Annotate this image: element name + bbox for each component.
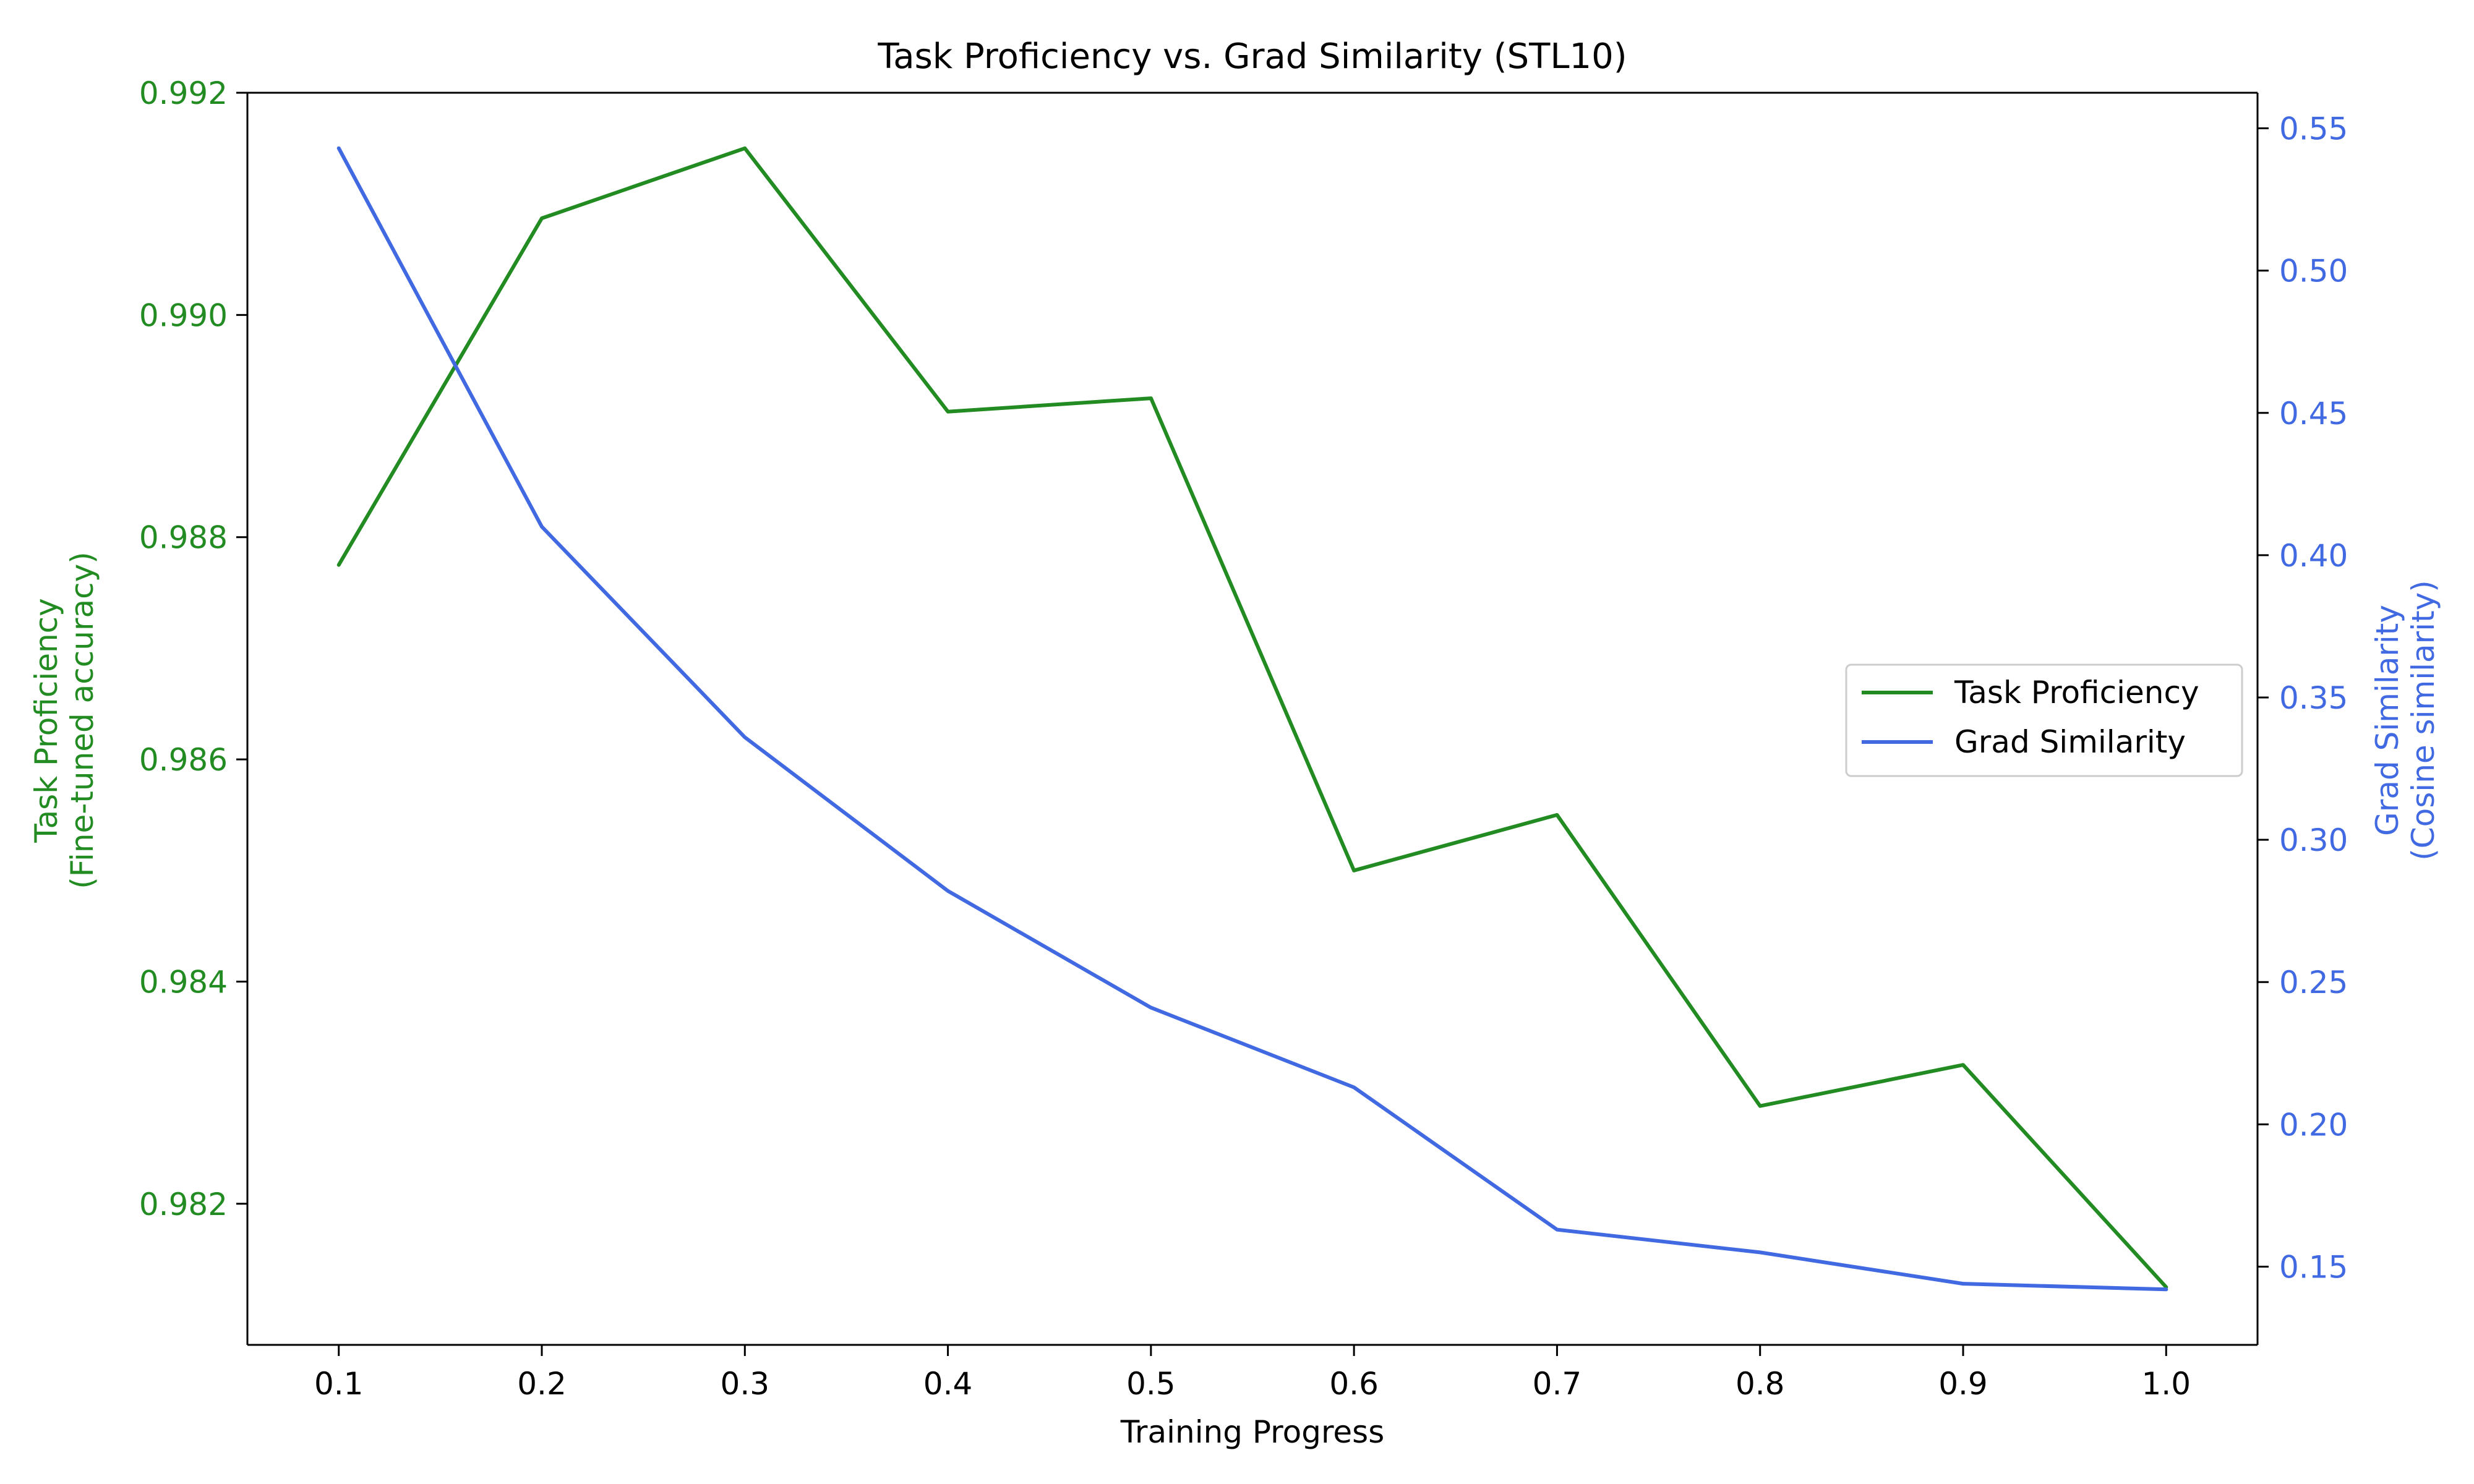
left-y-tick-label: 0.990	[139, 297, 228, 333]
left-y-tick-label: 0.984	[139, 964, 228, 1000]
y-axis-label-right-line2: (Cosine similarity)	[2405, 580, 2441, 861]
right-y-tick-label: 0.55	[2279, 111, 2348, 147]
x-tick-label: 0.9	[1938, 1366, 1988, 1402]
axes-frame	[246, 92, 2259, 1346]
chart-title: Task Proficiency vs. Grad Similarity (ST…	[877, 36, 1627, 77]
y-axis-label-right-line1: Grad Similarity	[2369, 605, 2405, 836]
left-y-tick-label: 0.988	[139, 520, 228, 556]
y-axis-label-left-line1: Task Proficiency	[28, 598, 64, 843]
right-y-tick-label: 0.25	[2279, 965, 2348, 1000]
x-tick-label: 0.4	[923, 1366, 973, 1402]
legend-box	[1845, 663, 2243, 777]
x-tick-label: 0.1	[314, 1366, 364, 1402]
x-axis-label: Training Progress	[1120, 1414, 1385, 1450]
right-y-tick-label: 0.15	[2279, 1249, 2348, 1285]
x-tick-label: 0.3	[721, 1366, 770, 1402]
series-line-task-proficiency	[336, 146, 2168, 1289]
legend-label-grad-similarity: Grad Similarity	[1954, 724, 2186, 760]
left-y-ticks: 0.982 0.984 0.986 0.988 0.990 0.992	[139, 75, 247, 1222]
legend-label-task-proficiency: Task Proficiency	[1954, 675, 2199, 710]
legend: Task Proficiency Grad Similarity	[1845, 663, 2243, 777]
x-tick-label: 0.6	[1329, 1366, 1379, 1402]
x-tick-label: 0.7	[1533, 1366, 1582, 1402]
y-axis-label-right: Grad Similarity (Cosine similarity)	[2369, 580, 2441, 861]
left-y-tick-label: 0.986	[139, 742, 228, 778]
series-line-grad-similarity	[336, 146, 2168, 1292]
x-tick-label: 0.8	[1736, 1366, 1785, 1402]
series-layer	[336, 146, 2168, 1292]
y-axis-label-left-line2: (Fine-tuned accuracy)	[64, 552, 100, 889]
x-ticks: 0.1 0.2 0.3 0.4 0.5 0.6 0.7 0.8 0.9 1.0	[314, 1345, 2191, 1402]
x-tick-label: 0.2	[517, 1366, 567, 1402]
right-y-tick-label: 0.50	[2279, 254, 2348, 289]
right-y-ticks: 0.15 0.20 0.25 0.30 0.35 0.40 0.45 0.50 0.55	[2258, 111, 2348, 1285]
x-tick-label: 0.5	[1126, 1366, 1176, 1402]
x-tick-label: 1.0	[2142, 1366, 2191, 1402]
right-y-tick-label: 0.45	[2279, 396, 2348, 432]
right-y-tick-label: 0.20	[2279, 1107, 2348, 1143]
y-axis-label-left: Task Proficiency (Fine-tuned accuracy)	[28, 552, 100, 889]
right-y-tick-label: 0.40	[2279, 538, 2348, 574]
left-y-tick-label: 0.982	[139, 1187, 228, 1222]
right-y-tick-label: 0.35	[2279, 680, 2348, 716]
right-y-tick-label: 0.30	[2279, 822, 2348, 858]
left-y-tick-label: 0.992	[139, 75, 228, 111]
